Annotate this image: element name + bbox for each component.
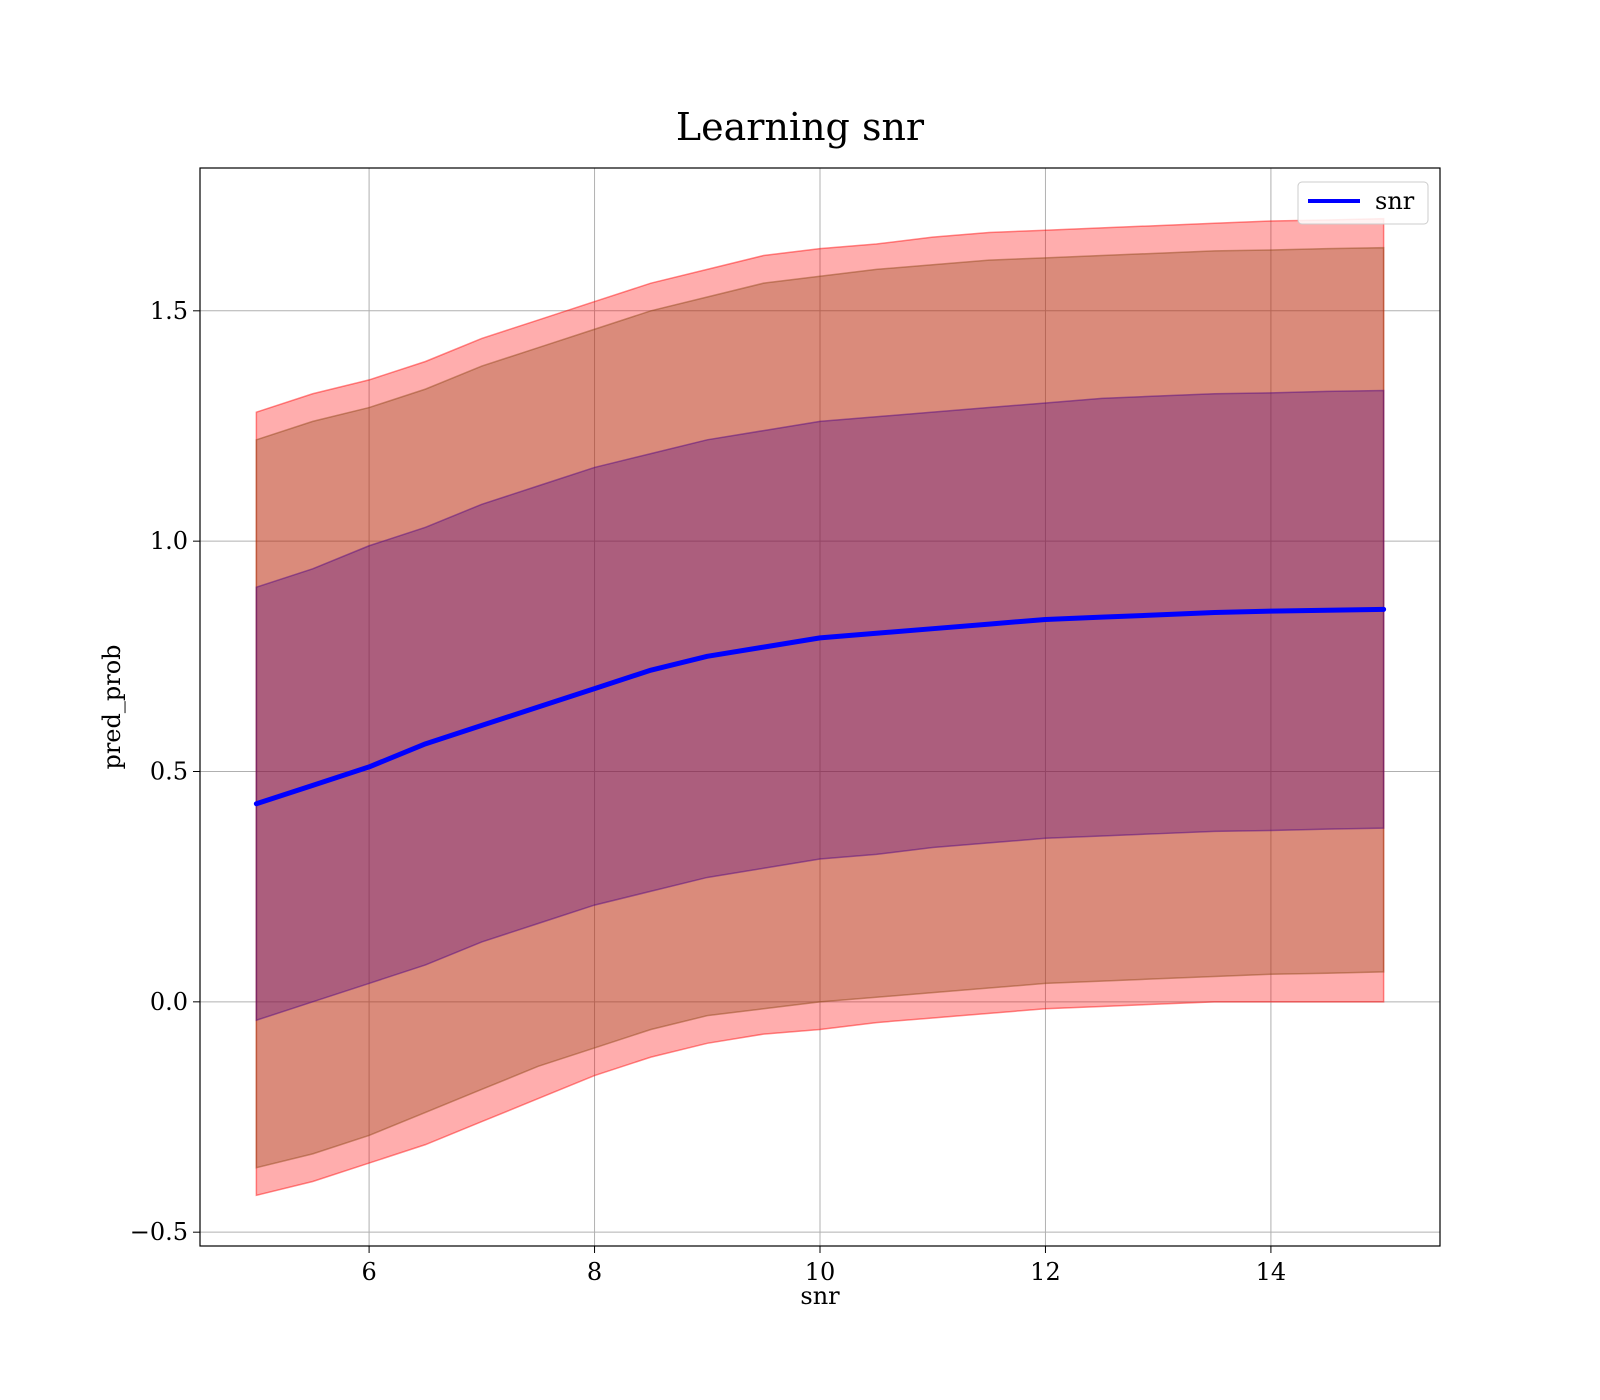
y-axis-label: pred_prob: [98, 644, 126, 769]
y-tick-label: 0.0: [150, 988, 188, 1016]
x-tick-label: 14: [1256, 1258, 1287, 1286]
y-tick-label: 0.5: [150, 757, 188, 785]
x-tick-label: 6: [361, 1258, 376, 1286]
confidence-bands: [255, 217, 1385, 1197]
y-tick-label: −0.5: [130, 1218, 188, 1246]
legend: snr: [1297, 181, 1429, 225]
confidence-band-3: [255, 389, 1385, 1022]
series-line-snr: [253, 606, 1387, 807]
x-axis-label: snr: [800, 1282, 840, 1310]
confidence-band-1: [255, 217, 1385, 1197]
legend-label-snr: snr: [1375, 187, 1415, 215]
x-tick-label: 12: [1030, 1258, 1061, 1286]
y-tick-label: 1.5: [150, 297, 188, 325]
x-tick-label: 8: [587, 1258, 602, 1286]
x-tick-label: 10: [805, 1258, 836, 1286]
confidence-band-2: [255, 246, 1385, 1169]
axis-ticks: 6 8 10 12 14 −0.5 0.0 0.5 1.0 1.5: [130, 297, 1286, 1286]
chart-title: Learning snr: [676, 105, 925, 149]
grid: [200, 168, 1440, 1246]
series-lines: [253, 606, 1387, 807]
legend-box: [1297, 181, 1429, 225]
y-tick-label: 1.0: [150, 527, 188, 555]
